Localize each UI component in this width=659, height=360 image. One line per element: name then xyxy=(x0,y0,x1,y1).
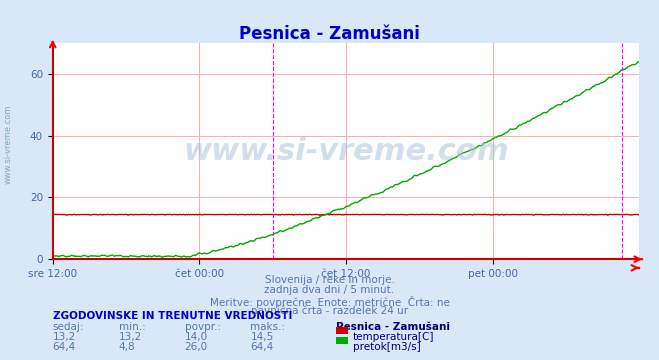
Text: Slovenija / reke in morje.: Slovenija / reke in morje. xyxy=(264,275,395,285)
Text: min.:: min.: xyxy=(119,322,146,332)
Text: 13,2: 13,2 xyxy=(119,332,142,342)
Text: ZGODOVINSKE IN TRENUTNE VREDNOSTI: ZGODOVINSKE IN TRENUTNE VREDNOSTI xyxy=(53,311,292,321)
Text: pretok[m3/s]: pretok[m3/s] xyxy=(353,342,420,352)
Text: www.si-vreme.com: www.si-vreme.com xyxy=(3,104,13,184)
Text: zadnja dva dni / 5 minut.: zadnja dva dni / 5 minut. xyxy=(264,285,395,296)
Text: 64,4: 64,4 xyxy=(250,342,273,352)
Text: Pesnica - Zamušani: Pesnica - Zamušani xyxy=(336,322,450,332)
Text: 26,0: 26,0 xyxy=(185,342,208,352)
Text: navpična črta - razdelek 24 ur: navpična črta - razdelek 24 ur xyxy=(251,306,408,316)
Text: Pesnica - Zamušani: Pesnica - Zamušani xyxy=(239,25,420,43)
Text: 14,5: 14,5 xyxy=(250,332,273,342)
Text: www.si-vreme.com: www.si-vreme.com xyxy=(183,137,509,166)
Text: 14,0: 14,0 xyxy=(185,332,208,342)
Text: 13,2: 13,2 xyxy=(53,332,76,342)
Text: temperatura[C]: temperatura[C] xyxy=(353,332,434,342)
Text: povpr.:: povpr.: xyxy=(185,322,221,332)
Text: 64,4: 64,4 xyxy=(53,342,76,352)
Text: maks.:: maks.: xyxy=(250,322,285,332)
Text: 4,8: 4,8 xyxy=(119,342,135,352)
Text: Meritve: povprečne  Enote: metrične  Črta: ne: Meritve: povprečne Enote: metrične Črta:… xyxy=(210,296,449,307)
Text: sedaj:: sedaj: xyxy=(53,322,84,332)
